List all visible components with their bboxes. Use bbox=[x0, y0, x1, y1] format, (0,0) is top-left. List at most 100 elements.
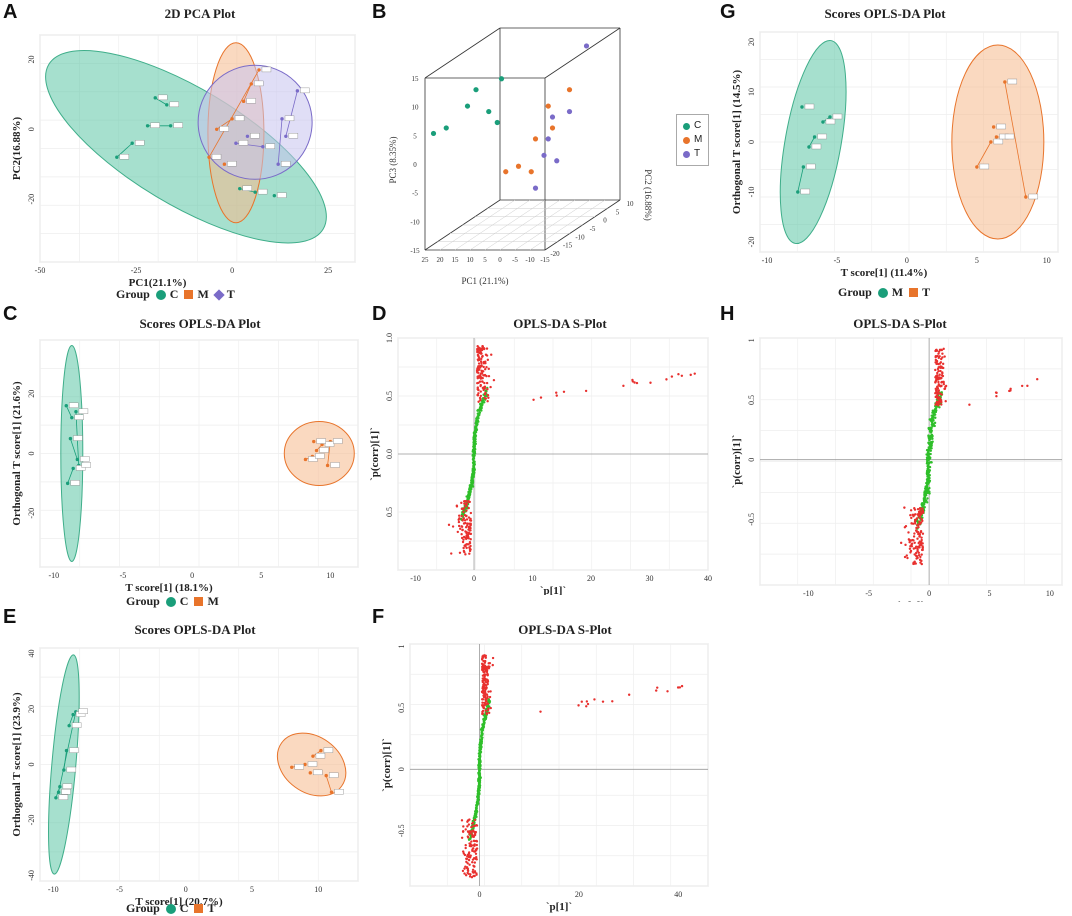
point-label-box bbox=[334, 789, 344, 795]
data-point-red bbox=[467, 543, 470, 546]
y-axis-label: `p(corr)[1]` bbox=[731, 435, 743, 489]
data-point-green bbox=[476, 796, 479, 799]
point-label-box bbox=[70, 480, 80, 486]
y-tick-label: -5 bbox=[590, 225, 596, 233]
point-label-box bbox=[73, 435, 83, 441]
data-point-c bbox=[58, 784, 62, 789]
data-point-red bbox=[943, 355, 946, 358]
data-point-red bbox=[635, 381, 639, 385]
x-tick-label: -10 bbox=[803, 589, 814, 598]
data-point-green bbox=[929, 426, 932, 429]
data-point-green bbox=[932, 423, 935, 426]
point-label-box bbox=[261, 66, 272, 73]
data-point-red bbox=[470, 825, 473, 829]
point-label-box bbox=[169, 101, 179, 108]
point-label-box bbox=[69, 747, 79, 753]
data-point-c bbox=[74, 409, 78, 414]
x-tick-label: 20 bbox=[437, 256, 445, 264]
data-point-red bbox=[472, 871, 475, 874]
data-point-red bbox=[654, 689, 658, 692]
y-tick-label: -40 bbox=[27, 870, 36, 881]
chart-title: 2D PCA Plot bbox=[164, 6, 236, 21]
data-point-red bbox=[921, 532, 925, 535]
data-point-t bbox=[311, 754, 315, 758]
data-point-green bbox=[472, 455, 475, 458]
data-point-m bbox=[222, 162, 227, 166]
data-point-red bbox=[920, 538, 923, 542]
x-tick-label: -5 bbox=[512, 256, 518, 264]
point-label-box bbox=[74, 414, 85, 420]
point-label-box bbox=[1028, 193, 1039, 200]
data-point-red bbox=[940, 376, 943, 380]
data-point-red bbox=[937, 380, 940, 384]
panel-letter: C bbox=[3, 303, 18, 325]
data-point-red bbox=[937, 369, 940, 373]
legend-label: M bbox=[207, 594, 219, 608]
x-tick-label: 0 bbox=[184, 885, 188, 894]
data-point-red bbox=[479, 383, 482, 387]
data-point-red bbox=[478, 380, 482, 383]
data-point-red bbox=[485, 354, 489, 357]
data-point-t bbox=[975, 165, 979, 169]
data-point-red bbox=[479, 374, 482, 378]
data-point-red bbox=[912, 515, 915, 518]
data-point-red bbox=[903, 555, 907, 559]
x-tick-label: 0 bbox=[927, 589, 931, 598]
data-point-red bbox=[481, 657, 484, 660]
data-point-green bbox=[479, 746, 483, 750]
point-label-box bbox=[811, 143, 822, 150]
data-point-red bbox=[489, 706, 492, 710]
point-label-box bbox=[78, 408, 89, 414]
legend-label: M bbox=[694, 134, 703, 145]
data-point-red bbox=[631, 380, 634, 383]
legend-item-t: T bbox=[683, 147, 702, 161]
x-axis-label: `p[1]` bbox=[546, 901, 572, 913]
data-point-red bbox=[917, 512, 920, 516]
data-point-red bbox=[940, 365, 943, 368]
data-point-m bbox=[249, 82, 253, 86]
point-label-box bbox=[277, 192, 287, 198]
data-point-red bbox=[909, 544, 912, 548]
data-point-red bbox=[483, 661, 487, 664]
data-point-green bbox=[478, 773, 482, 776]
data-point-red bbox=[459, 527, 462, 530]
data-point-red bbox=[467, 531, 471, 534]
data-point-green bbox=[474, 425, 477, 428]
data-point-red bbox=[914, 562, 917, 565]
data-point-red bbox=[464, 526, 468, 529]
data-point-red bbox=[917, 551, 921, 554]
data-point-c bbox=[464, 103, 471, 109]
z-tick-label: 5 bbox=[413, 132, 417, 140]
data-point-c bbox=[75, 457, 80, 462]
data-point-green bbox=[475, 805, 478, 808]
y-tick-label: -20 bbox=[27, 815, 36, 826]
data-point-t bbox=[583, 43, 590, 49]
data-point-red bbox=[584, 389, 588, 393]
point-label-box bbox=[323, 747, 334, 753]
data-point-red bbox=[488, 661, 492, 665]
data-point-red bbox=[481, 701, 484, 704]
data-point-red bbox=[666, 690, 669, 693]
point-label-box bbox=[294, 764, 304, 770]
data-point-green bbox=[473, 468, 476, 471]
data-point-red bbox=[466, 835, 470, 838]
x-tick-label: -5 bbox=[865, 589, 872, 598]
data-point-red bbox=[475, 855, 478, 859]
data-point-green bbox=[482, 722, 486, 725]
data-point-red bbox=[919, 543, 923, 547]
data-point-green bbox=[480, 738, 483, 742]
data-point-green bbox=[927, 469, 931, 472]
data-point-red bbox=[467, 506, 470, 510]
data-point-green bbox=[478, 771, 481, 774]
data-point-c bbox=[153, 96, 157, 100]
x-tick-label: 20 bbox=[587, 574, 595, 583]
data-point-red bbox=[458, 551, 462, 554]
data-point-red bbox=[475, 858, 478, 861]
data-point-red bbox=[464, 828, 467, 831]
data-point-green bbox=[930, 420, 933, 423]
data-point-red bbox=[611, 700, 614, 703]
data-point-red bbox=[903, 506, 906, 509]
data-point-red bbox=[464, 846, 467, 850]
chart-title: OPLS-DA S-Plot bbox=[513, 316, 607, 331]
data-point-red bbox=[461, 540, 465, 544]
